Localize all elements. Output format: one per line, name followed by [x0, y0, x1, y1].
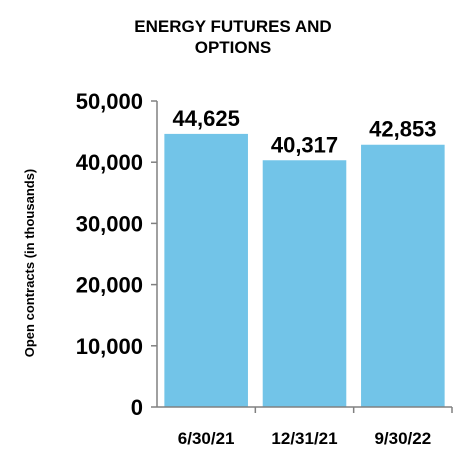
bars: 44,625 40,317 42,853: [164, 106, 445, 408]
y-tick-label: 0: [131, 395, 143, 420]
y-axis-label: Open contracts (in thousands): [22, 169, 37, 358]
y-tick-label: 40,000: [76, 150, 143, 175]
x-tick-label: 9/30/22: [374, 429, 431, 448]
bar-value-label: 42,853: [369, 117, 436, 142]
y-axis: 0 10,000 20,000 30,000 40,000 50,000: [76, 89, 158, 420]
y-tick-label: 50,000: [76, 89, 143, 114]
chart-title-line-2: OPTIONS: [194, 38, 272, 57]
chart-title-line-1: ENERGY FUTURES AND: [134, 17, 332, 36]
x-tick-label: 12/31/21: [271, 429, 337, 448]
bar: [262, 160, 347, 407]
y-tick-label: 20,000: [76, 273, 143, 298]
bar: [164, 133, 248, 407]
x-axis: 6/30/21 12/31/21 9/30/22: [157, 406, 453, 448]
y-tick-label: 10,000: [76, 334, 143, 359]
bar: [361, 144, 445, 408]
chart-title: ENERGY FUTURES AND OPTIONS: [0, 16, 466, 58]
bar-value-label: 40,317: [271, 132, 338, 157]
bar-value-label: 44,625: [173, 106, 240, 131]
x-tick-label: 6/30/21: [178, 429, 235, 448]
y-tick-label: 30,000: [76, 211, 143, 236]
